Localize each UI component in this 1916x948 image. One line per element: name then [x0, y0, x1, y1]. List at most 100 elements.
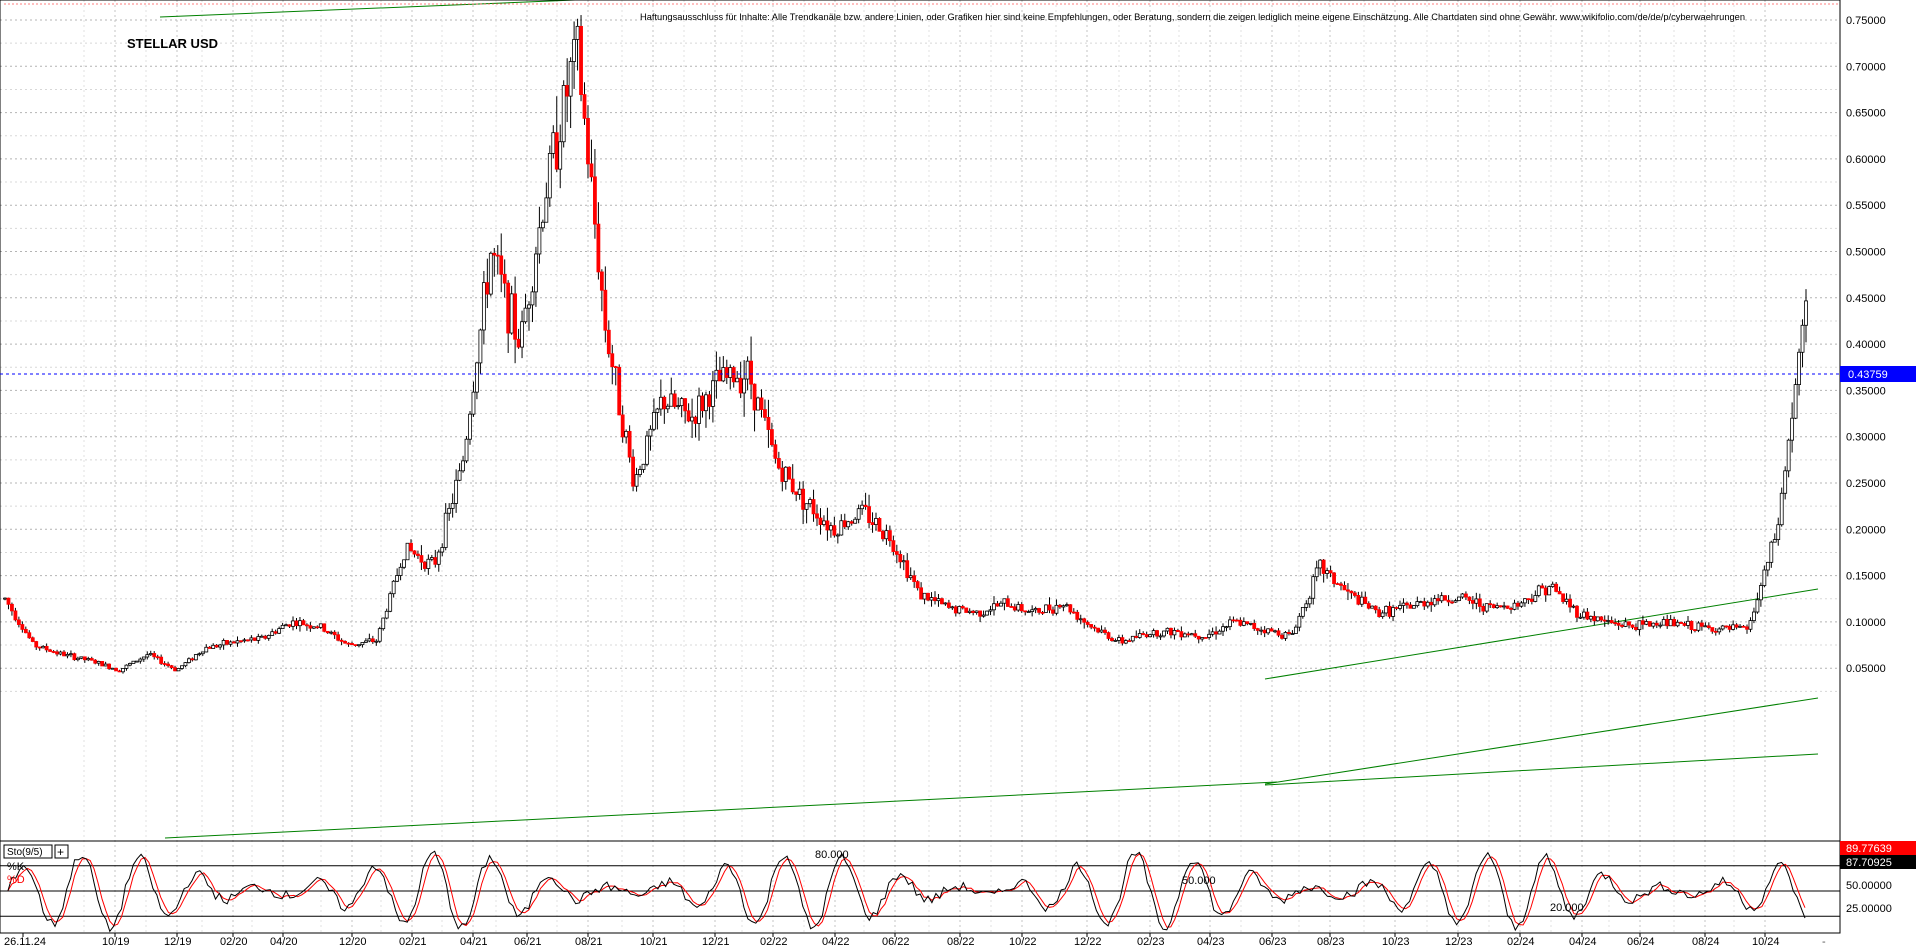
candle-body [1058, 604, 1062, 608]
candle-body [1682, 623, 1687, 626]
candle-body [1595, 616, 1600, 622]
candle-body [318, 623, 323, 628]
candle-body [1738, 625, 1742, 628]
candle-body [849, 521, 854, 524]
x-tick-label: 06/24 [1627, 936, 1655, 948]
candle-body [1117, 637, 1121, 641]
y-tick-label: 0.45000 [1846, 293, 1886, 305]
candle-body [603, 289, 608, 331]
candle-body [1262, 629, 1267, 634]
candle-body [624, 430, 629, 438]
candle-body [999, 602, 1003, 607]
candle-body [416, 553, 420, 556]
candle-body [1394, 607, 1399, 609]
candle-body [1418, 601, 1423, 603]
candle-body [842, 520, 847, 528]
candle-body [1314, 567, 1319, 578]
candle-body [141, 656, 146, 660]
candle-body [1273, 630, 1277, 633]
candle-body [176, 668, 181, 672]
candle-body [943, 602, 948, 605]
candle-body [898, 553, 903, 563]
candle-body [370, 638, 375, 643]
candle-body [1696, 622, 1701, 631]
candle-body [1710, 627, 1715, 632]
candle-body [1592, 615, 1597, 622]
candle-body [860, 504, 865, 510]
candle-body [1030, 609, 1035, 612]
candle-body [1092, 626, 1097, 629]
candle-body [266, 635, 271, 639]
candle-body [1082, 618, 1087, 623]
candle-body [436, 551, 441, 565]
candle-body [1575, 605, 1579, 618]
candle-body [1002, 598, 1007, 604]
candle-body [599, 271, 604, 291]
x-tick-label: 06/23 [1259, 936, 1287, 948]
candle-body [1078, 618, 1083, 621]
candle-body [749, 360, 753, 385]
candle-body [169, 665, 174, 669]
candle-body [658, 396, 663, 410]
candle-body [1474, 598, 1479, 604]
x-tick-label: 08/21 [575, 936, 603, 948]
candle-body [1113, 640, 1118, 642]
candle-body [1158, 635, 1163, 638]
candle-body [1509, 607, 1513, 610]
candle-body [856, 508, 861, 520]
x-tick-label: 06/22 [882, 936, 910, 948]
candle-body [183, 662, 188, 667]
candle-body [353, 644, 358, 646]
x-tick-label: 04/20 [270, 936, 298, 948]
candle-body [1269, 628, 1274, 632]
candle-body [1366, 603, 1371, 609]
candle-body [1568, 598, 1572, 608]
candle-body [134, 660, 139, 663]
candle-body [1162, 630, 1166, 637]
candle-body [1443, 595, 1448, 601]
candle-body [971, 610, 976, 614]
candle-body [1519, 602, 1524, 607]
candle-body [128, 663, 132, 666]
candle-body [409, 542, 413, 552]
candle-body [287, 624, 292, 627]
x-tick-label: 10/19 [102, 936, 130, 948]
candle-body [589, 163, 594, 178]
candle-body [1616, 622, 1621, 626]
candle-body [724, 367, 729, 378]
candle-body [1276, 630, 1281, 636]
candle-body [1606, 620, 1611, 622]
candle-body [214, 644, 219, 648]
candle-body [273, 631, 278, 634]
candle-body [1797, 351, 1801, 385]
candle-body [981, 614, 986, 617]
candle-body [1661, 619, 1666, 626]
candle-body [1672, 619, 1677, 627]
candle-body [457, 470, 462, 481]
candle-body [315, 626, 320, 629]
candle-body [332, 631, 337, 636]
current-price-label: 0.43759 [1848, 369, 1888, 381]
candle-body [1609, 620, 1614, 624]
candle-body [246, 639, 250, 642]
candle-body [1706, 625, 1711, 628]
candle-body [1023, 610, 1028, 613]
candle-body [1332, 572, 1336, 584]
candle-body [475, 362, 479, 393]
candle-body [72, 653, 77, 661]
candle-body [200, 651, 205, 655]
candle-body [1130, 635, 1135, 642]
candle-body [398, 566, 403, 576]
candle-body [277, 628, 282, 634]
candle-body [1203, 637, 1208, 639]
candle-body [1599, 616, 1604, 621]
candle-body [1720, 625, 1725, 630]
scroll-left-icon[interactable]: - [1822, 936, 1826, 948]
candle-body [818, 517, 823, 525]
candle-body [936, 598, 941, 602]
x-tick-label: 12/20 [339, 936, 367, 948]
indicator-expand-button[interactable] [54, 844, 69, 859]
trendline [1264, 588, 1819, 680]
candle-body [766, 416, 771, 430]
candle-body [759, 397, 764, 410]
